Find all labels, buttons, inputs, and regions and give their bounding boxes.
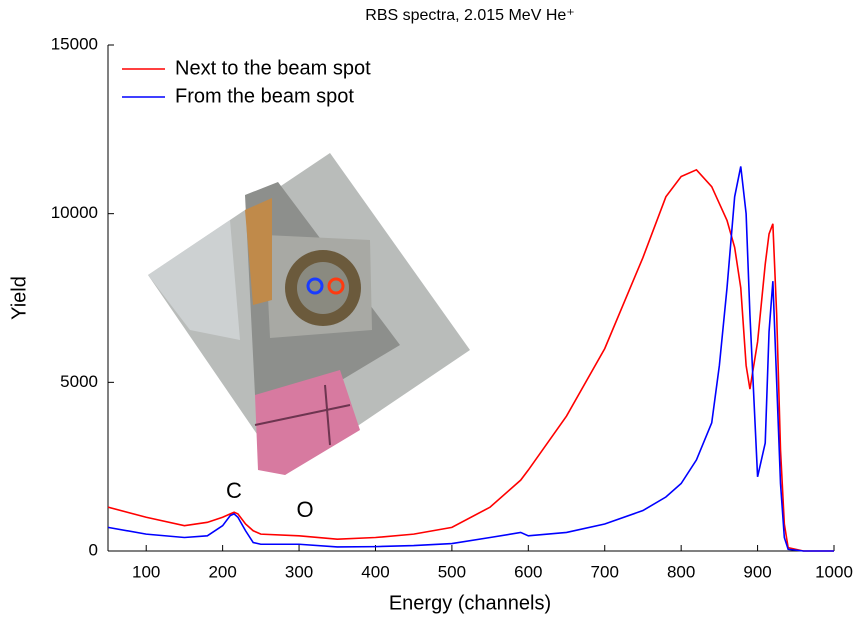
y-tick-label: 10000 [51,203,98,222]
x-tick-label: 900 [743,562,771,581]
x-tick-label: 800 [667,562,695,581]
x-tick-label: 500 [438,562,466,581]
inset-photo [148,153,470,475]
series-line [107,168,834,552]
y-tick-label: 5000 [60,372,98,391]
x-axis-label: Energy (channels) [389,592,551,614]
series-line [107,166,834,552]
x-tick-label: 100 [132,562,160,581]
y-axis-label: Yield [8,276,30,320]
y-tick-label: 0 [89,540,98,559]
annotation: O [296,497,313,522]
x-tick-label: 400 [361,562,389,581]
legend-label: Next to the beam spot [175,57,371,79]
x-tick-label: 200 [208,562,236,581]
x-tick-label: 1000 [815,562,853,581]
x-tick-label: 600 [514,562,542,581]
y-tick-label: 15000 [51,34,98,53]
annotation: C [226,478,242,503]
x-tick-label: 700 [591,562,619,581]
chart-title: RBS spectra, 2.015 MeV He⁺ [365,7,574,24]
x-tick-label: 300 [285,562,313,581]
legend-label: From the beam spot [175,85,354,107]
